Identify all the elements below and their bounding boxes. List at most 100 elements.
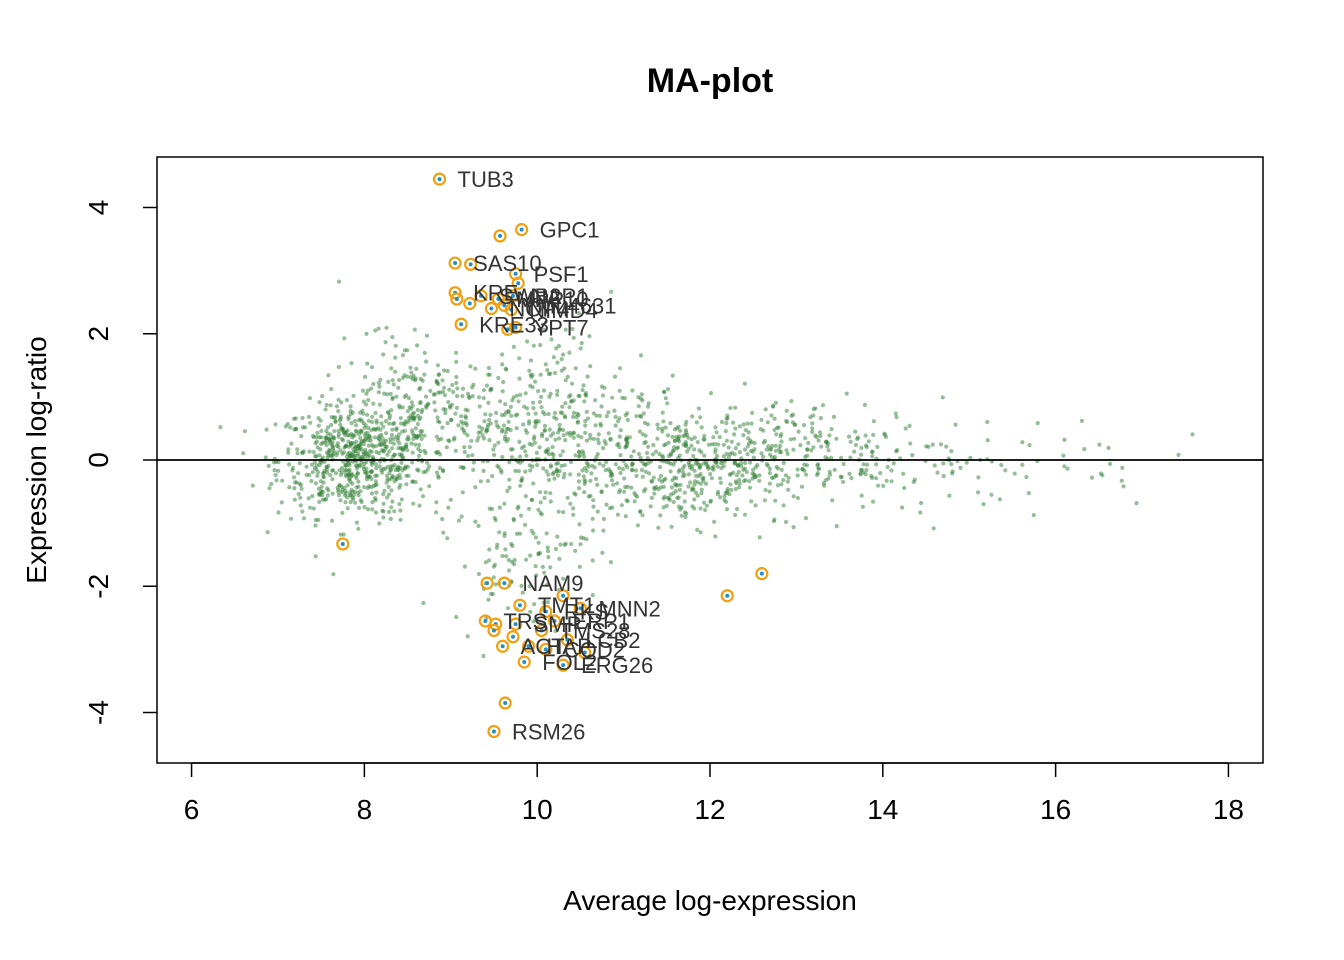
data-point (385, 464, 390, 469)
data-point (365, 412, 370, 417)
highlight-point (480, 576, 494, 590)
data-point (523, 469, 528, 474)
data-point (555, 534, 560, 539)
data-point (624, 437, 629, 442)
data-point (250, 483, 255, 488)
data-point (741, 433, 746, 438)
data-point (454, 374, 459, 380)
data-point (357, 443, 362, 448)
gene-label: LCB2 (585, 628, 640, 653)
data-point (454, 359, 459, 364)
data-point (412, 327, 417, 332)
data-point (591, 436, 596, 441)
data-point (460, 394, 465, 399)
data-point (847, 471, 852, 476)
data-point (369, 476, 374, 482)
data-point (581, 451, 586, 456)
data-point (432, 400, 437, 405)
data-point (361, 399, 366, 404)
data-point (362, 438, 367, 444)
data-point (1061, 453, 1066, 458)
data-point (365, 361, 370, 366)
data-point (665, 433, 671, 438)
data-point (379, 468, 384, 473)
data-point (763, 487, 768, 493)
data-point (342, 336, 347, 341)
data-point (496, 425, 501, 430)
data-point (507, 568, 512, 573)
gene-label: MNN2 (598, 596, 660, 621)
gene-label: TMT1 (538, 593, 595, 618)
data-point (668, 492, 674, 497)
data-point (291, 416, 297, 421)
data-point (413, 442, 418, 447)
highlight-point-center (565, 637, 570, 642)
data-point (792, 436, 797, 441)
data-point (573, 366, 578, 371)
data-point (889, 468, 894, 473)
data-point (976, 475, 981, 480)
data-point (415, 343, 420, 348)
data-point (351, 393, 356, 398)
data-point (515, 506, 520, 511)
data-point (481, 388, 487, 393)
data-point (492, 443, 497, 448)
data-point (778, 434, 783, 439)
data-point (604, 414, 609, 419)
gene-label: NOP4 (509, 297, 569, 322)
data-point (739, 464, 744, 469)
data-point (783, 473, 789, 478)
data-point (434, 434, 439, 439)
data-point (531, 343, 536, 348)
data-point (445, 368, 450, 374)
data-point (565, 374, 570, 379)
data-point (521, 422, 526, 427)
data-point (388, 440, 393, 445)
data-point (757, 535, 762, 540)
data-point (546, 555, 551, 560)
data-point (822, 483, 827, 488)
data-point (345, 506, 350, 511)
data-point (795, 473, 800, 478)
data-point (609, 478, 615, 483)
data-point (606, 467, 611, 472)
data-point (383, 340, 388, 345)
data-point (465, 634, 470, 639)
data-point (633, 468, 639, 473)
data-point (523, 494, 528, 499)
data-point (804, 472, 809, 477)
data-point (330, 477, 335, 482)
data-point (658, 513, 663, 518)
data-point (640, 432, 645, 437)
data-point (441, 530, 446, 535)
data-point (612, 374, 618, 379)
x-tick-label: 12 (694, 794, 725, 825)
data-point (503, 547, 508, 552)
data-point (459, 419, 464, 424)
highlight-point-center (479, 293, 484, 298)
data-point (695, 493, 700, 498)
data-point (365, 485, 370, 491)
data-point (764, 447, 769, 452)
data-point (519, 513, 524, 518)
data-point (485, 478, 491, 484)
data-point (638, 455, 643, 460)
data-point (476, 430, 481, 435)
data-point (371, 381, 376, 387)
gene-label: COD2 (564, 637, 625, 662)
data-point (617, 416, 622, 421)
data-point (292, 427, 297, 432)
data-point (681, 470, 686, 475)
data-point (523, 449, 528, 454)
data-point (392, 509, 397, 514)
data-point (390, 421, 396, 426)
data-point (562, 463, 567, 468)
data-point (669, 485, 674, 490)
data-point (351, 447, 356, 452)
data-point (536, 507, 541, 512)
data-point (699, 450, 704, 455)
y-tick-label: 4 (83, 200, 114, 216)
data-point (841, 461, 846, 467)
data-point (541, 388, 547, 393)
data-point (267, 486, 272, 491)
